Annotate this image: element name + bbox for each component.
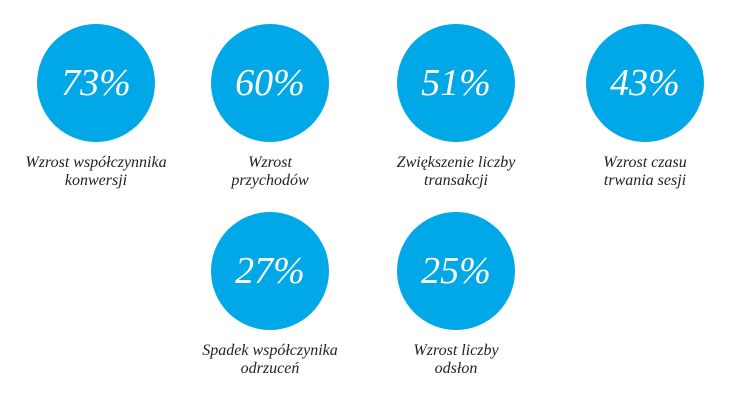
stat-conversion-rate: 73% Wzrost współczynnika konwersji bbox=[6, 24, 186, 191]
stat-revenue: 60% Wzrost przychodów bbox=[180, 24, 360, 191]
stat-label-line: odsłon bbox=[434, 360, 478, 378]
stat-label-line: Wzrost liczby bbox=[413, 342, 499, 359]
stat-value: 43% bbox=[610, 62, 680, 104]
stat-bounce-rate: 27% Spadek współczynika odrzuceń bbox=[180, 212, 360, 379]
stat-label-line: Wzrost czasu bbox=[603, 154, 687, 171]
stat-label-line: konwersji bbox=[64, 172, 128, 190]
stat-transactions: 51% Zwiększenie liczby transakcji bbox=[366, 24, 546, 191]
stat-value: 51% bbox=[421, 62, 491, 104]
stat-circle: 43% bbox=[586, 24, 704, 142]
stat-label-line: Wzrost współczynnika bbox=[25, 154, 167, 171]
stat-circle: 25% bbox=[397, 212, 515, 330]
stat-pageviews: 25% Wzrost liczby odsłon bbox=[366, 212, 546, 379]
stat-label: Wzrost czasu trwania sesji bbox=[555, 154, 735, 191]
stat-label-line: Wzrost bbox=[248, 154, 292, 171]
stat-session-duration: 43% Wzrost czasu trwania sesji bbox=[555, 24, 735, 191]
stat-value: 73% bbox=[61, 62, 131, 104]
stat-label-line: Spadek współczynika bbox=[202, 342, 338, 359]
stat-label-line: transakcji bbox=[424, 172, 488, 190]
stat-value: 27% bbox=[235, 250, 305, 292]
stat-value: 25% bbox=[421, 250, 491, 292]
stat-label-line: trwania sesji bbox=[603, 172, 687, 190]
stat-circle: 51% bbox=[397, 24, 515, 142]
stat-value: 60% bbox=[235, 62, 305, 104]
stat-circle: 73% bbox=[37, 24, 155, 142]
stat-circle: 60% bbox=[211, 24, 329, 142]
stat-label: Wzrost przychodów bbox=[180, 154, 360, 191]
stat-circle: 27% bbox=[211, 212, 329, 330]
stat-label-line: odrzuceń bbox=[240, 360, 300, 378]
stat-label: Spadek współczynika odrzuceń bbox=[180, 342, 360, 379]
stat-label-line: Zwiększenie liczby bbox=[396, 154, 516, 171]
stat-label: Wzrost współczynnika konwersji bbox=[6, 154, 186, 191]
stat-label: Wzrost liczby odsłon bbox=[366, 342, 546, 379]
stat-label-line: przychodów bbox=[231, 172, 309, 190]
stat-label: Zwiększenie liczby transakcji bbox=[366, 154, 546, 191]
